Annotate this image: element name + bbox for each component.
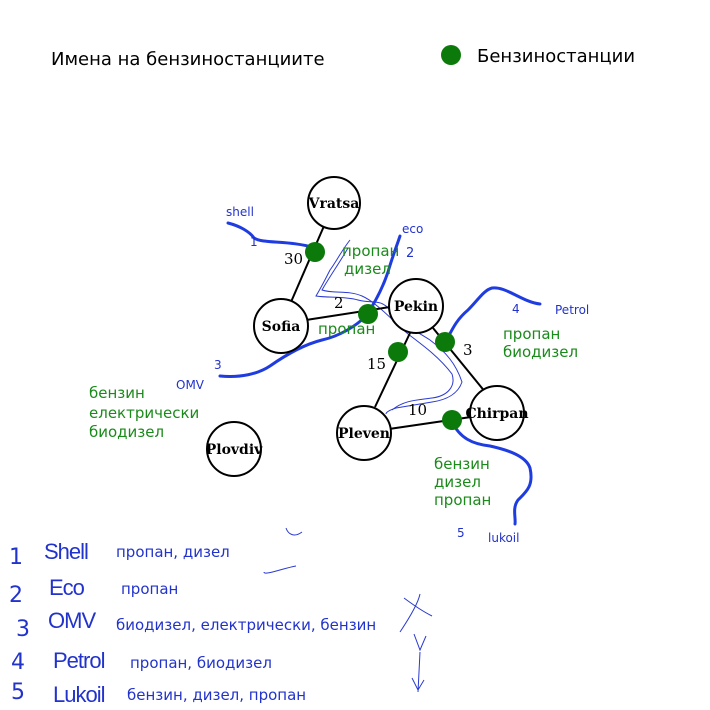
legend-number-5: 5 [11, 680, 25, 705]
station-name-petrol: Petrol [555, 303, 589, 317]
fuel-annotations: пропан дизел пропан бензин електрически … [89, 242, 578, 509]
lukoil-fuel-1: бензин [434, 455, 490, 473]
svg-text:Plovdiv: Plovdiv [206, 442, 263, 458]
legend-number-3: 3 [16, 617, 30, 642]
legend-fuels-petrol: пропан, биодизел [130, 654, 272, 672]
city-node-pleven: Pleven [336, 405, 392, 461]
legend-fuels-omv: биодизел, електрически, бензин [116, 616, 377, 634]
weight-vratsa-sofia: 30 [284, 250, 303, 268]
svg-text:Chirpan: Chirpan [465, 406, 528, 422]
road-vratsa-sofia [290, 225, 325, 303]
station-number-omv: 3 [214, 358, 222, 372]
legend-fuels-eco: пропан [121, 580, 179, 598]
lukoil-connector [450, 420, 533, 526]
city-node-plovdiv: Plovdiv [206, 421, 263, 477]
station-marker-petrol [435, 332, 455, 352]
station-marker-shell [305, 242, 325, 262]
station-legend-marker [441, 45, 461, 65]
weight-pekin-pleven: 15 [367, 355, 386, 373]
eco-fuel-2: дизел [344, 260, 391, 278]
city-nodes: Vratsa Sofia Pekin Plovdiv Pleven Chirpa… [206, 176, 529, 477]
station-number-eco: 2 [406, 246, 414, 261]
city-node-chirpan: Chirpan [465, 385, 529, 441]
shell-connector [226, 221, 317, 250]
omv-fuel-1: бензин [89, 384, 145, 402]
tick-mark-1 [285, 527, 303, 536]
legend-fuels-lukoil: бензин, дизел, пропан [127, 686, 307, 704]
station-marker-pekin-pleven [388, 342, 408, 362]
eco-fuel-1: пропан [342, 242, 399, 260]
arrow-mark [411, 633, 427, 693]
station-annotations: shell 1 eco 2 3 OMV 4 Petrol 5 lukoil [176, 205, 589, 545]
station-markers [305, 242, 462, 430]
eco-connector [364, 234, 402, 318]
svg-text:Sofia: Sofia [262, 319, 301, 335]
legend-number-4: 4 [11, 650, 25, 675]
station-name-shell: shell [226, 205, 254, 219]
city-node-pekin: Pekin [388, 278, 444, 334]
tick-mark-2 [263, 565, 297, 574]
lukoil-fuel-2: дизел [434, 473, 481, 491]
omv-connector [218, 314, 368, 378]
station-number-lukoil: 5 [457, 526, 465, 540]
cross-mark [399, 593, 433, 633]
legend-name-eco: Eco [49, 575, 85, 600]
omv-fuel-3: биодизел [89, 423, 164, 441]
petrol-connector [443, 286, 542, 345]
scribble-zone-2 [321, 247, 454, 411]
scribble-marks [263, 239, 463, 693]
lukoil-fuel-3: пропан [434, 491, 491, 509]
weight-sofia-pekin: 2 [334, 294, 344, 312]
legend-name-shell: Shell [44, 539, 89, 564]
omv-fuel-2: електрически [89, 404, 199, 422]
station-marker-eco [358, 304, 378, 324]
svg-text:Vratsa: Vratsa [308, 196, 360, 212]
svg-text:Pleven: Pleven [338, 426, 390, 442]
station-marker-lukoil [442, 410, 462, 430]
station-name-eco: eco [402, 222, 423, 236]
weight-pleven-chirpan: 10 [408, 401, 427, 419]
weight-pekin-chirpan: 3 [463, 341, 473, 359]
legend-number-1: 1 [9, 545, 23, 570]
city-node-sofia: Sofia [253, 298, 309, 354]
legend-name-omv: OMV [48, 608, 96, 633]
extra-fuel-label: пропан [318, 320, 375, 338]
station-name-lukoil: lukoil [488, 531, 519, 545]
legend-fuels-shell: пропан, дизел [116, 543, 230, 561]
station-connectors [218, 221, 542, 526]
station-legend-label: Бензиностанции [477, 46, 636, 67]
petrol-fuel-2: биодизел [503, 343, 578, 361]
legend-name-lukoil: Lukoil [53, 682, 105, 707]
road-weights: 30 2 15 3 10 [284, 250, 473, 419]
petrol-fuel-1: пропан [503, 325, 560, 343]
page-title: Имена на бензиностанциите [51, 49, 325, 70]
station-number-petrol: 4 [512, 302, 520, 316]
legend-name-petrol: Petrol [53, 648, 105, 673]
svg-text:Pekin: Pekin [394, 299, 438, 315]
city-node-vratsa: Vratsa [307, 176, 361, 230]
station-name-omv: OMV [176, 378, 205, 392]
station-number-shell: 1 [250, 235, 258, 249]
legend-number-2: 2 [9, 583, 23, 608]
